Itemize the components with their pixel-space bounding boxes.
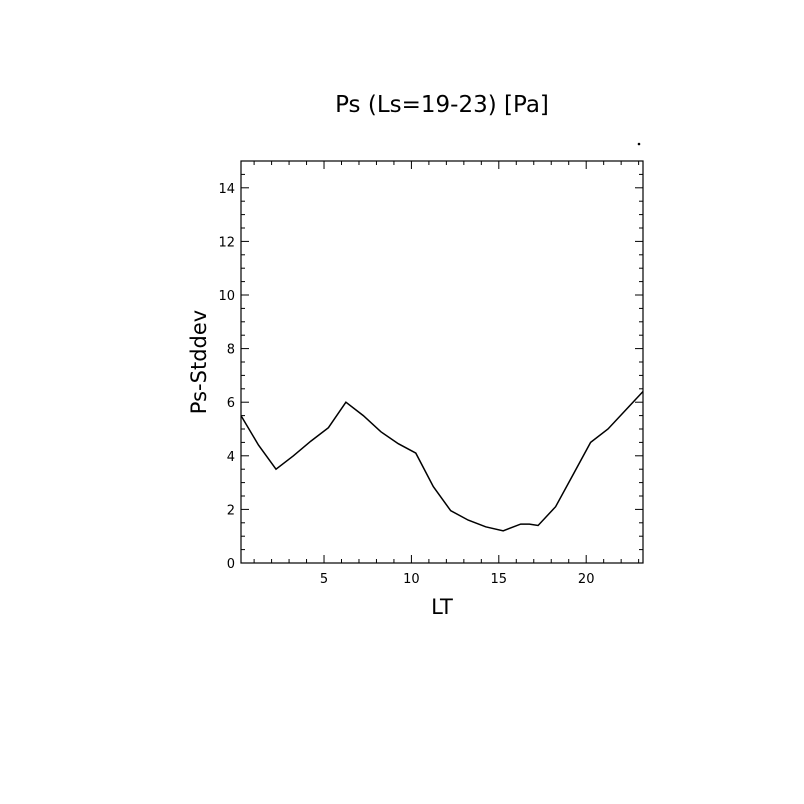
tick-labels: 5 10 15 20 0 2 4 6 8 10 12 14 [218, 182, 594, 587]
y-tick-label: 10 [218, 289, 235, 304]
corner-dot [637, 142, 641, 146]
chart-title: Ps (Ls=19-23) [Pa] [335, 92, 549, 118]
x-tick-label: 20 [578, 572, 595, 587]
y-tick-label: 4 [227, 450, 235, 465]
y-axis-label: Ps-Stddev [187, 310, 211, 414]
x-axis-label: LT [431, 595, 453, 619]
x-tick-label: 15 [491, 572, 508, 587]
y-tick-label: 14 [218, 182, 235, 197]
x-tick-label: 10 [403, 572, 420, 587]
y-tick-label: 0 [227, 557, 235, 572]
series-line [240, 390, 644, 532]
y-tick-label: 8 [227, 343, 235, 358]
y-tick-label: 2 [227, 503, 235, 518]
y-tick-label: 12 [218, 235, 235, 250]
y-tick-label: 6 [227, 396, 235, 411]
x-tick-label: 5 [320, 572, 328, 587]
plot-frame [240, 160, 644, 564]
axis-ticks [241, 160, 643, 564]
